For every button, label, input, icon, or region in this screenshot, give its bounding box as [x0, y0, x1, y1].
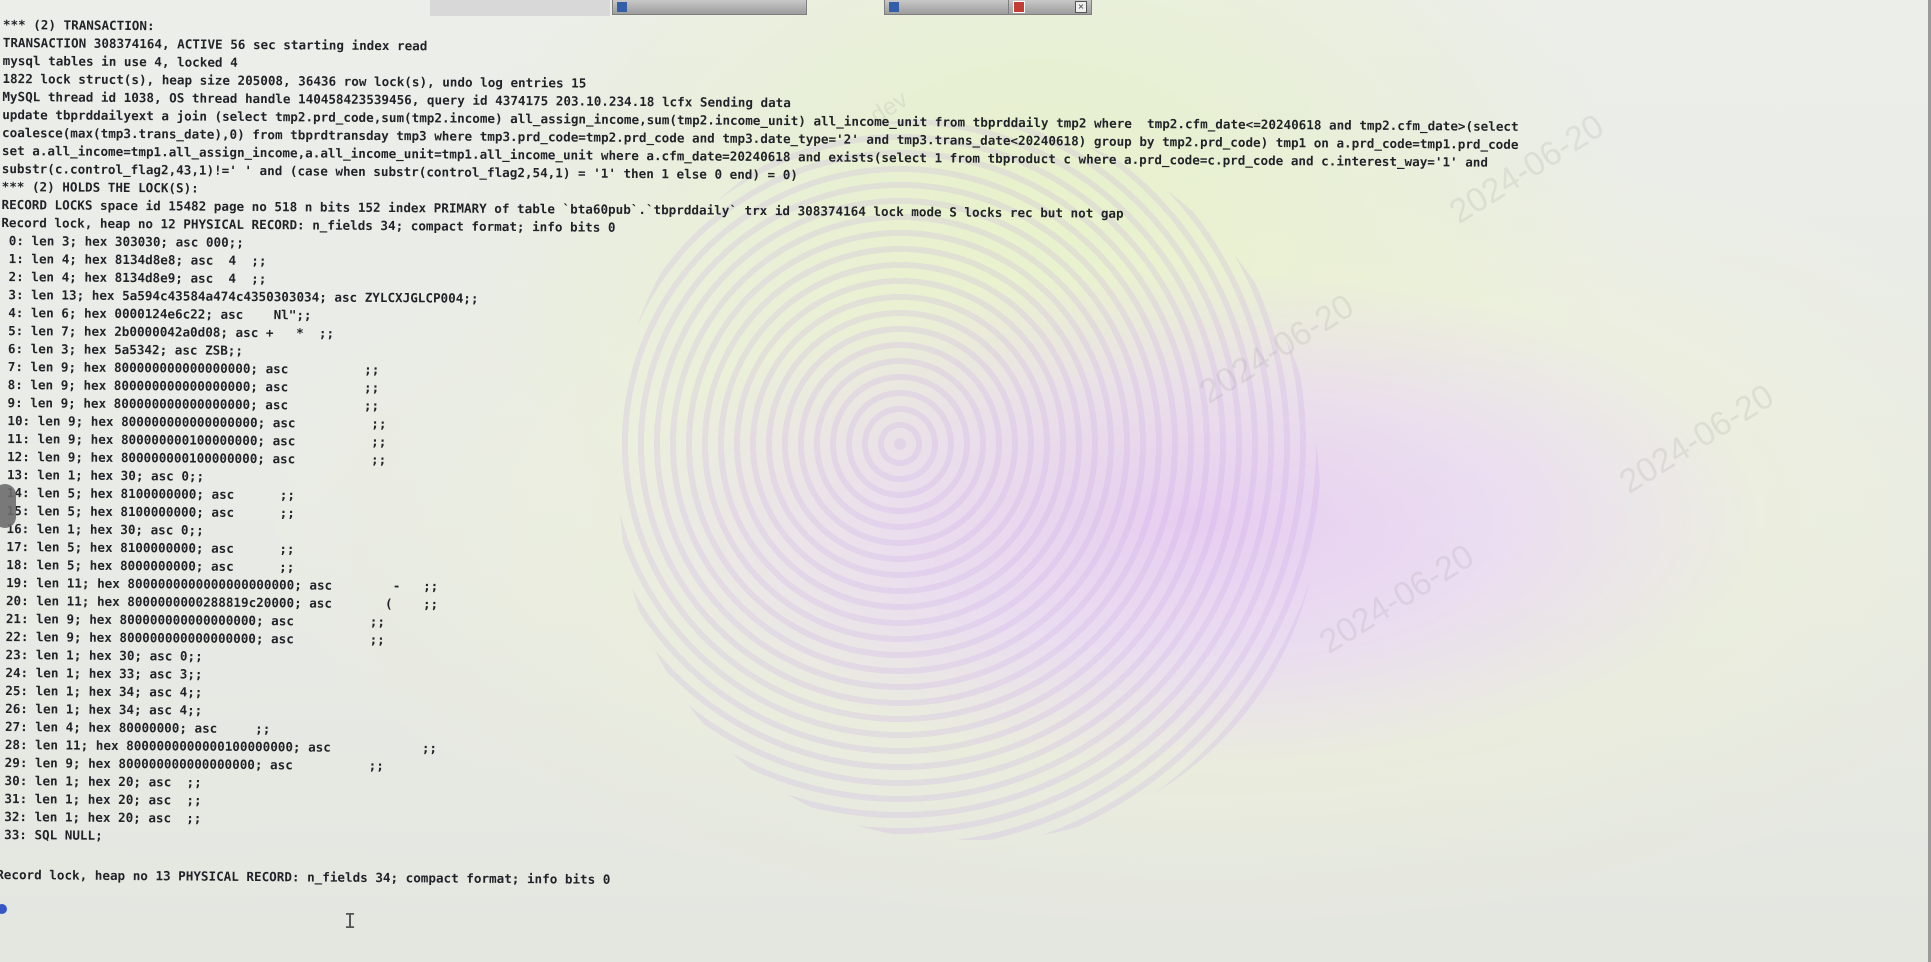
terminal-line: *** (2) HOLDS THE LOCK(S): — [1, 179, 199, 196]
terminal-line: 6: len 3; hex 5a5342; asc ZSB;; — [0, 341, 244, 358]
document-icon — [889, 2, 899, 12]
terminal-line: 31: len 1; hex 20; asc ;; — [0, 790, 202, 808]
terminal-line: 0: len 3; hex 303030; asc 000;; — [1, 233, 244, 250]
taskbar-empty-area — [430, 0, 610, 16]
taskbar: × — [0, 0, 1931, 16]
terminal-line: 23: len 1; hex 30; asc 0;; — [0, 647, 203, 664]
scroll-handle[interactable] — [0, 484, 16, 528]
terminal-line: 14: len 5; hex 8100000000; asc ;; — [0, 485, 296, 503]
taskbar-tab-2[interactable] — [884, 0, 1010, 15]
terminal-line: 16: len 1; hex 30; asc 0;; — [0, 521, 204, 538]
terminal-line: *** (2) TRANSACTION: — [2, 17, 155, 34]
terminal-line: 24: len 1; hex 33; asc 3;; — [0, 665, 203, 682]
window-edge — [1928, 0, 1931, 962]
taskbar-tab-1[interactable] — [612, 0, 807, 15]
text-cursor-icon: I — [344, 909, 357, 933]
terminal-line: 30: len 1; hex 20; asc ;; — [0, 773, 202, 790]
status-dot-icon — [0, 904, 7, 914]
terminal-line: 26: len 1; hex 34; asc 4;; — [0, 701, 203, 718]
terminal-line: 18: len 5; hex 8000000000; asc ;; — [0, 557, 295, 575]
terminal-line: 25: len 1; hex 34; asc 4;; — [0, 683, 203, 700]
terminal-line: 2: len 4; hex 8134d8e9; asc 4 ;; — [0, 269, 267, 287]
terminal-line: mysql tables in use 4, locked 4 — [2, 53, 238, 70]
terminal-line: 27: len 4; hex 80000000; asc ;; — [0, 719, 271, 737]
terminal-line: 32: len 1; hex 20; asc ;; — [0, 808, 202, 826]
taskbar-tab-3[interactable]: × — [1008, 0, 1092, 15]
terminal-output: *** (2) TRANSACTION: TRANSACTION 3083741… — [0, 16, 1931, 962]
terminal-line: 1: len 4; hex 8134d8e8; asc 4 ;; — [1, 251, 267, 269]
window-icon — [617, 2, 627, 12]
terminal-line: 15: len 5; hex 8100000000; asc ;; — [0, 503, 295, 521]
close-icon[interactable]: × — [1075, 1, 1087, 13]
terminal-line: 17: len 5; hex 8100000000; asc ;; — [0, 539, 295, 557]
app-icon — [1013, 1, 1025, 13]
terminal-line: 33: SQL NULL; — [0, 826, 103, 843]
terminal-line: 13: len 1; hex 30; asc 0;; — [0, 467, 205, 484]
terminal-line: Record lock, heap no 13 PHYSICAL RECORD:… — [0, 866, 611, 887]
terminal-line: 4: len 6; hex 0000124e6c22; asc Nl";; — [0, 305, 312, 323]
